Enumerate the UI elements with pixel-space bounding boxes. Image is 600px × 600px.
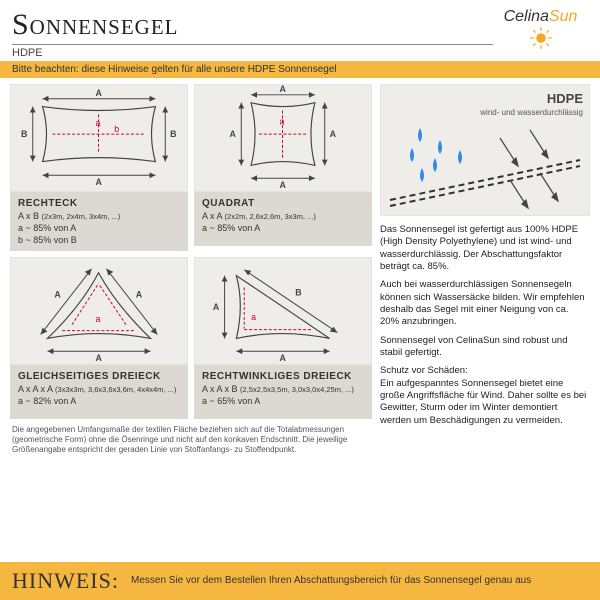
svg-text:A: A <box>136 289 143 299</box>
cell-line: a ~ 85% von A <box>202 223 364 233</box>
hdpe-diagram-svg <box>387 118 583 213</box>
cell-title: RECHTWINKLIGES DREIECK <box>202 371 364 382</box>
svg-text:B: B <box>170 129 176 139</box>
cell-title: QUADRAT <box>202 198 364 209</box>
page: Sonnensegel HDPE CelinaSun Bitte beachte… <box>0 0 600 600</box>
cell-rectangle: a b A A B <box>10 84 188 251</box>
page-subtitle: HDPE <box>12 47 493 59</box>
page-title: Sonnensegel <box>12 8 493 42</box>
cell-line: A x A x A (3x3x3m, 3,6x3,6x3,6m, 4x4x4m,… <box>18 384 180 394</box>
cell-text-triangle-eq: GLEICHSEITIGES DREIECK A x A x A (3x3x3m… <box>10 365 188 419</box>
svg-text:A: A <box>96 353 103 363</box>
svg-text:A: A <box>230 129 237 139</box>
brand-name-part2: Sun <box>549 8 577 25</box>
footer-text: Messen Sie vor dem Bestellen Ihren Absch… <box>131 575 531 587</box>
info-label: Schutz vor Schäden: <box>380 365 468 376</box>
info-paragraph: Das Sonnensegel ist gefertigt aus 100% H… <box>380 224 590 273</box>
footer-title: HINWEIS: <box>12 568 119 594</box>
hdpe-subtitle: wind- und wasserdurchlässig <box>387 108 583 118</box>
main-content: a b A A B <box>0 78 600 455</box>
disclaimer-text: Die angegebenen Umfangsmaße der textilen… <box>10 425 372 455</box>
svg-text:B: B <box>295 287 301 297</box>
diagram-triangle-rt: a A A B <box>194 257 372 365</box>
cell-line: a ~ 82% von A <box>18 396 180 406</box>
hdpe-diagram-box: HDPE wind- und wasserdurchlässig <box>380 84 590 216</box>
title-block: Sonnensegel HDPE <box>12 8 493 59</box>
shape-grid: a b A A B <box>10 84 372 419</box>
svg-text:A: A <box>280 85 287 94</box>
cell-square: a A A A A <box>194 84 372 251</box>
brand-name: CelinaSun <box>493 8 588 26</box>
header: Sonnensegel HDPE CelinaSun <box>0 0 600 61</box>
cell-triangle-rt: a A A B RECHTWINKLIGE <box>194 257 372 419</box>
svg-text:a: a <box>251 312 256 322</box>
svg-text:a: a <box>280 116 285 126</box>
svg-text:b: b <box>114 124 119 134</box>
cell-text-square: QUADRAT A x A (2x2m, 2,6x2,6m, 3x3m, ...… <box>194 192 372 246</box>
svg-text:B: B <box>21 129 27 139</box>
sun-icon <box>529 26 553 50</box>
diagram-triangle-eq: a A A A <box>10 257 188 365</box>
cell-text-rectangle: RECHTECK A x B (2x3m, 2x4m, 3x4m, ...) a… <box>10 192 188 251</box>
right-column: HDPE wind- und wasserdurchlässig <box>380 84 590 455</box>
cell-text-triangle-rt: RECHTWINKLIGES DREIECK A x A x B (2,5x2,… <box>194 365 372 419</box>
cell-line: A x A x B (2,5x2,5x3,5m, 3,0x3,0x4,25m, … <box>202 384 364 394</box>
svg-text:A: A <box>96 177 103 187</box>
hdpe-title: HDPE <box>387 91 583 108</box>
brand-name-part1: Celina <box>504 8 549 25</box>
cell-triangle-eq: a A A A GLEICHSEITIGE <box>10 257 188 419</box>
brand-logo: CelinaSun <box>493 8 588 50</box>
cell-line: a ~ 85% von A <box>18 223 180 233</box>
cell-line: b ~ 85% von B <box>18 235 180 245</box>
info-paragraph: Auch bei wasserdurchlässigen Sonnensegel… <box>380 279 590 328</box>
svg-text:a: a <box>96 314 101 324</box>
diagram-square: a A A A A <box>194 84 372 192</box>
cell-line: a ~ 65% von A <box>202 396 364 406</box>
left-column: a b A A B <box>10 84 372 455</box>
cell-title: GLEICHSEITIGES DREIECK <box>18 371 180 382</box>
info-text: Ein aufgespanntes Sonnensegel bietet ein… <box>380 378 586 426</box>
svg-text:A: A <box>330 129 337 139</box>
svg-text:A: A <box>96 88 103 98</box>
info-paragraph: Sonnensegel von CelinaSun sind robust un… <box>380 335 590 360</box>
svg-text:A: A <box>280 180 287 190</box>
svg-text:A: A <box>280 353 287 363</box>
diagram-rectangle: a b A A B <box>10 84 188 192</box>
svg-text:A: A <box>213 302 220 312</box>
title-rule <box>12 44 493 45</box>
svg-text:A: A <box>54 289 61 299</box>
cell-title: RECHTECK <box>18 198 180 209</box>
notice-bar: Bitte beachten: diese Hinweise gelten fü… <box>0 61 600 78</box>
cell-line: A x B (2x3m, 2x4m, 3x4m, ...) <box>18 211 180 221</box>
info-paragraph: Schutz vor Schäden: Ein aufgespanntes Son… <box>380 365 590 427</box>
cell-line: A x A (2x2m, 2,6x2,6m, 3x3m, ...) <box>202 211 364 221</box>
svg-text:a: a <box>96 118 101 128</box>
footer-bar: HINWEIS: Messen Sie vor dem Bestellen Ih… <box>0 562 600 600</box>
